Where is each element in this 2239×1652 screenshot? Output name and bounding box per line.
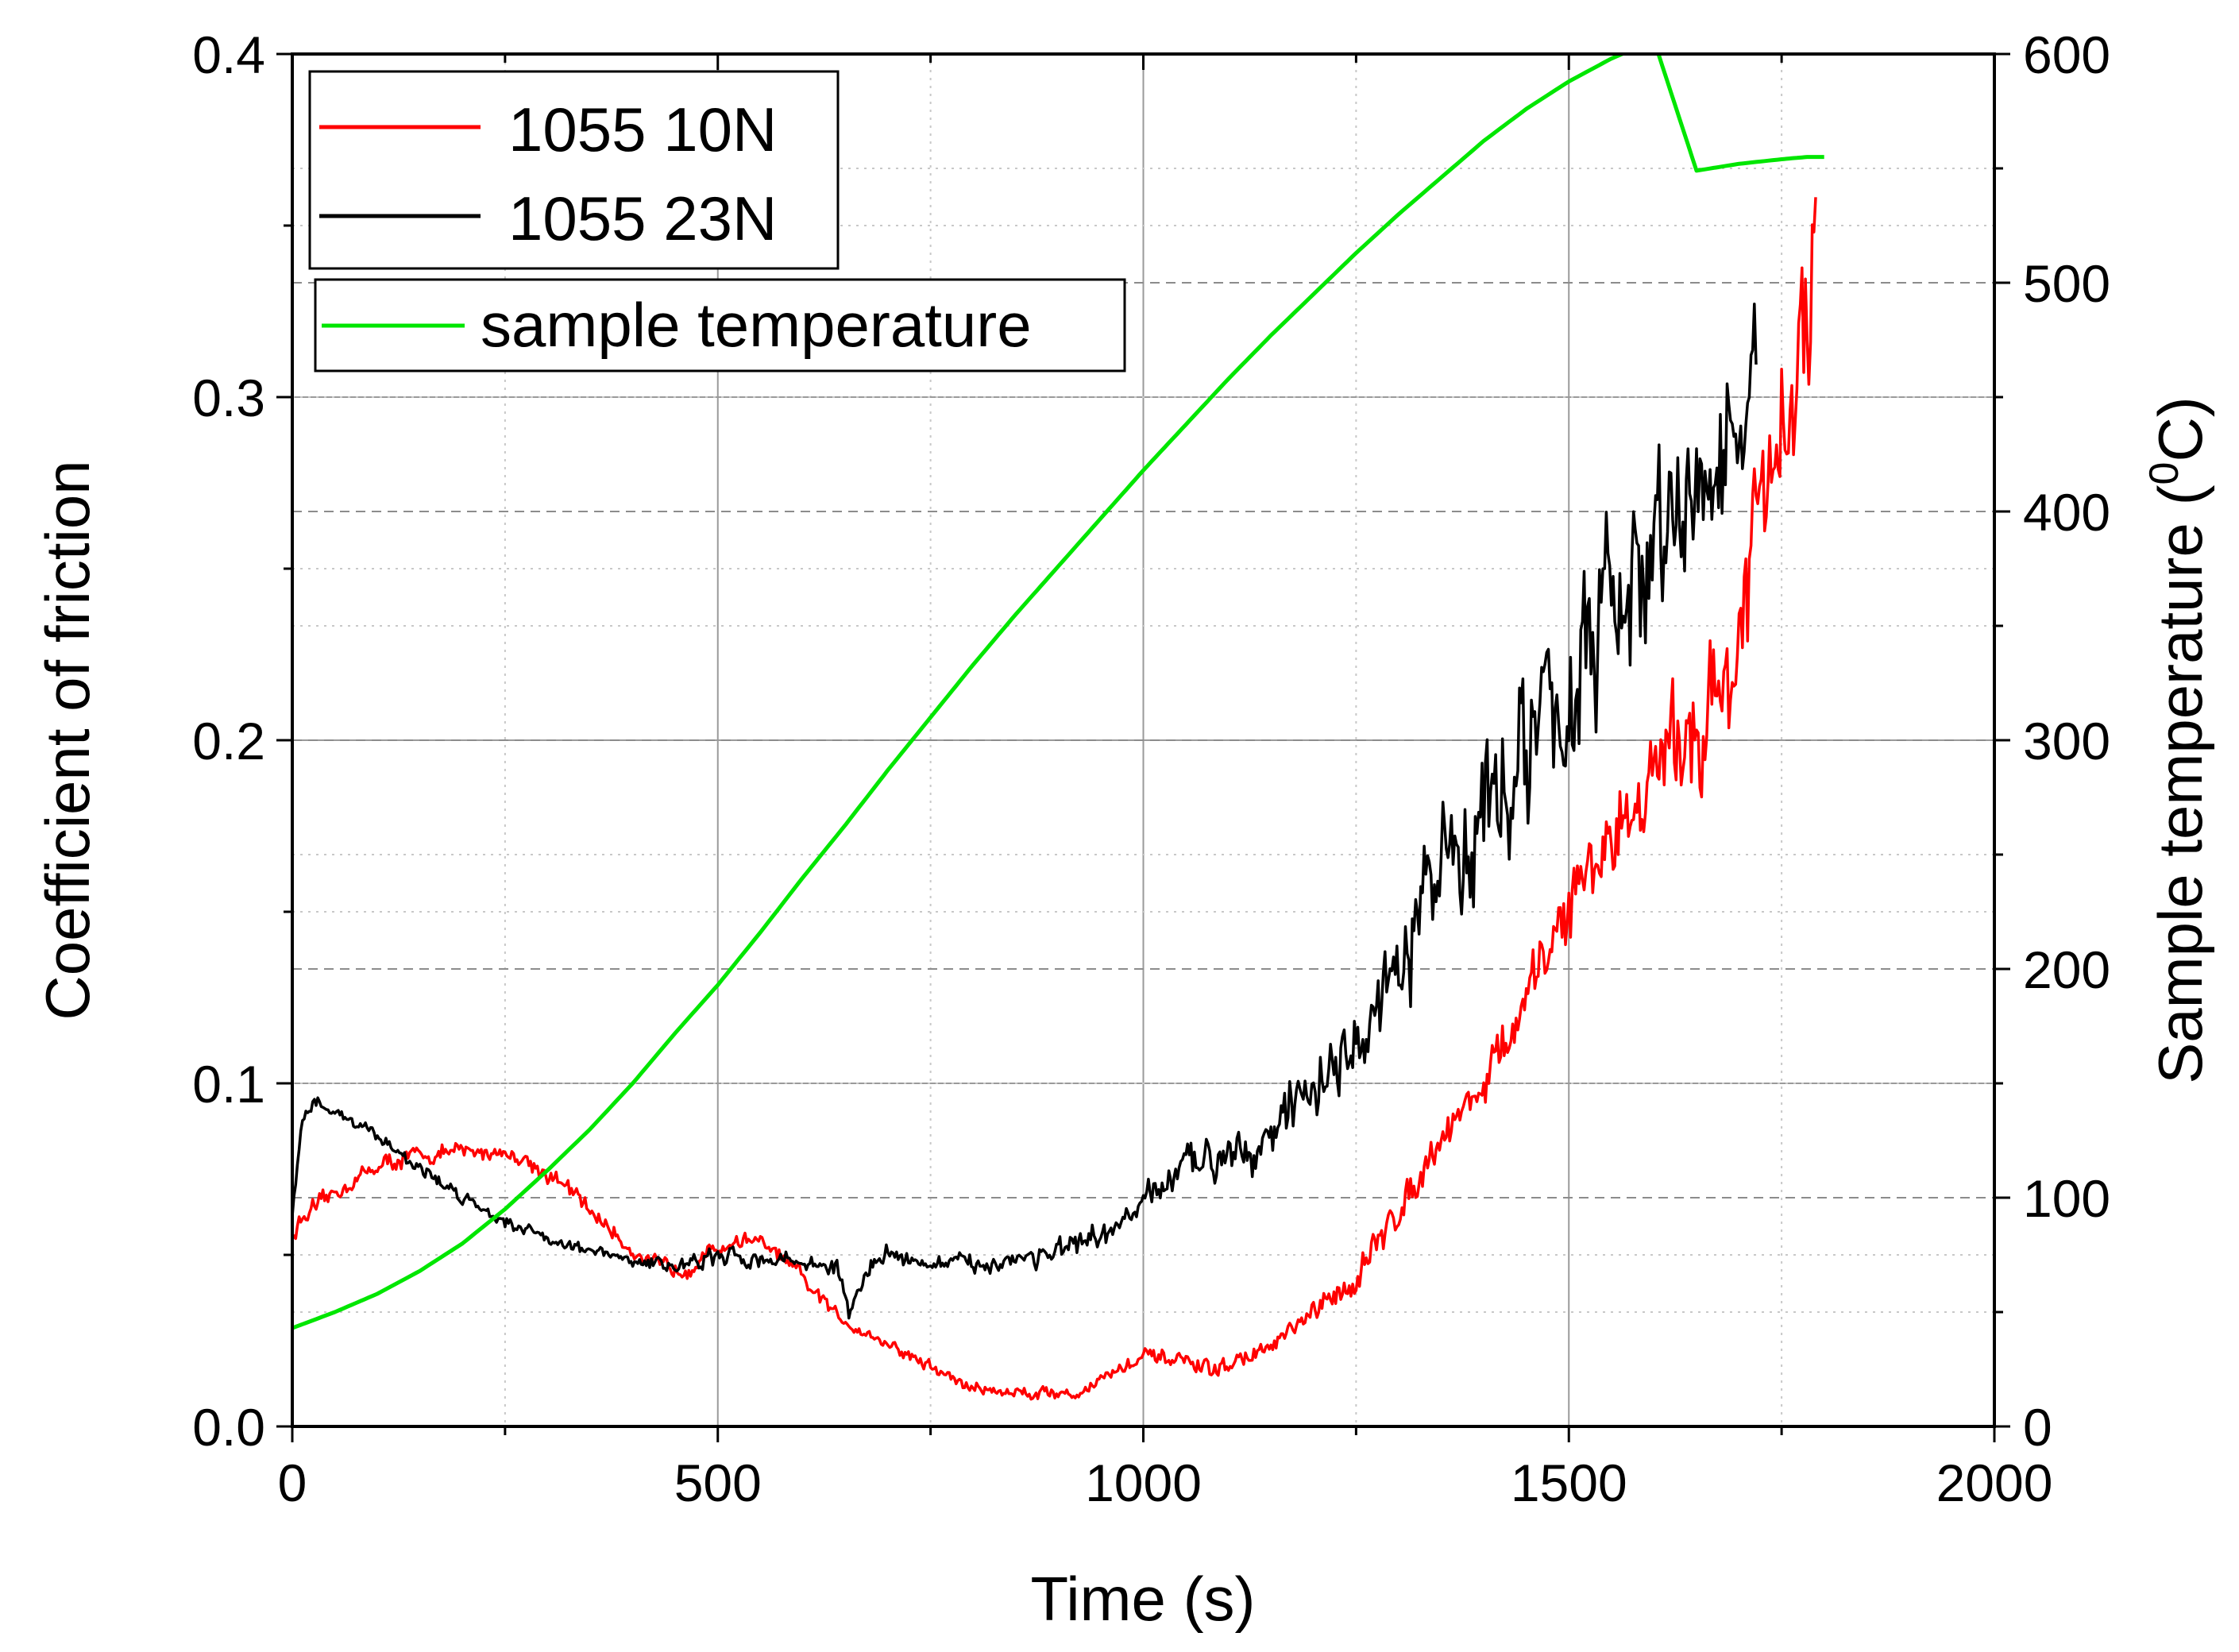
x-tick-label: 1500 [1511, 1453, 1627, 1512]
y-right-tick-label: 0 [2023, 1398, 2052, 1457]
series-line-sample-temperature [292, 54, 1825, 1330]
y-tick-label: 0.3 [192, 369, 265, 427]
series-line-1055-10n [292, 197, 1817, 1401]
legend: 1055 10N 1055 23N sample temperature [308, 70, 1126, 372]
x-tick-label: 1000 [1085, 1453, 1202, 1512]
legend-label-10n: 1055 10N [508, 95, 777, 164]
y-right-tick-label: 100 [2023, 1169, 2110, 1228]
legend-box-loads [308, 70, 840, 270]
y-right-tick-label: 200 [2023, 940, 2110, 999]
x-tick-label: 2000 [1936, 1453, 2053, 1512]
y-tick-label: 0.4 [192, 25, 265, 84]
series-layer [292, 54, 1825, 1401]
ticks [276, 52, 2010, 1442]
x-axis-title: Time (s) [1030, 1564, 1255, 1634]
legend-label-23n: 1055 23N [508, 183, 777, 253]
legend-label-temperature: sample temperature [481, 290, 1032, 360]
x-tick-label: 0 [278, 1453, 307, 1512]
y-right-tick-label: 600 [2023, 25, 2110, 84]
y-right-tick-label: 500 [2023, 254, 2110, 313]
y-tick-label: 0.0 [192, 1398, 265, 1457]
y-axis-title: Coefficient of friction [33, 460, 102, 1020]
x-tick-label: 500 [674, 1453, 762, 1512]
y-right-tick-label: 300 [2023, 712, 2110, 770]
y-tick-label: 0.1 [192, 1055, 265, 1114]
y-right-tick-label: 400 [2023, 483, 2110, 542]
grid-lines [292, 54, 1994, 1426]
y-right-axis-title: Sample temperature (0C) [2141, 396, 2215, 1084]
y-tick-label: 0.2 [192, 712, 265, 770]
y-right-title-main: Sample temperature ( [2145, 484, 2215, 1083]
series-line-1055-23n [292, 302, 1758, 1320]
y-right-title-end: C) [2145, 396, 2215, 461]
y-right-title-sup: 0 [2141, 462, 2187, 485]
tick-labels: 0 500 1000 1500 2000 0.0 0.1 0.2 0.3 0.4 0 100 200 30… [192, 25, 2110, 1512]
